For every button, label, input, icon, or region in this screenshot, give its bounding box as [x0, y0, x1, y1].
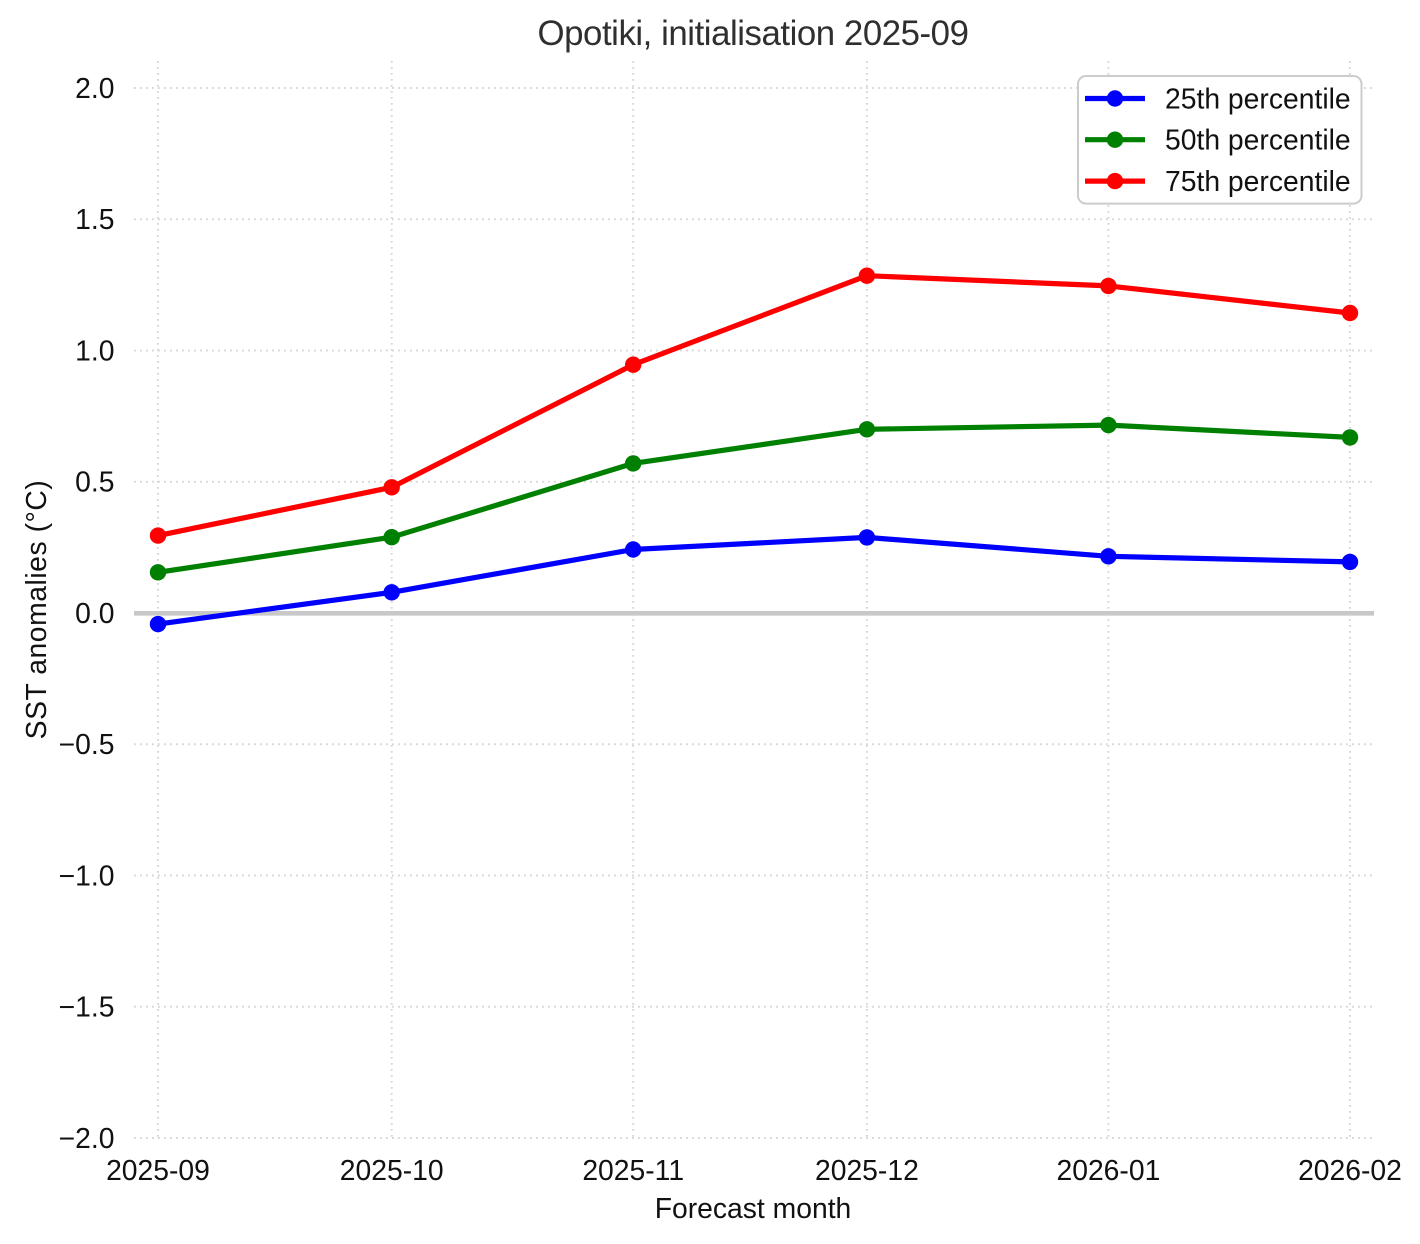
- svg-text:2025-10: 2025-10: [340, 1154, 444, 1186]
- svg-text:2026-01: 2026-01: [1056, 1154, 1160, 1186]
- svg-text:1.0: 1.0: [75, 334, 114, 366]
- svg-text:50th percentile: 50th percentile: [1165, 124, 1351, 156]
- svg-text:−1.5: −1.5: [59, 991, 115, 1023]
- svg-text:75th percentile: 75th percentile: [1165, 165, 1351, 197]
- svg-text:2025-09: 2025-09: [106, 1154, 210, 1186]
- svg-text:SST anomalies (°C): SST anomalies (°C): [20, 480, 52, 740]
- svg-text:1.5: 1.5: [75, 203, 114, 235]
- svg-text:−1.0: −1.0: [59, 859, 115, 891]
- svg-text:Opotiki, initialisation 2025-0: Opotiki, initialisation 2025-09: [538, 14, 969, 53]
- svg-text:2025-12: 2025-12: [815, 1154, 919, 1186]
- svg-text:Forecast month: Forecast month: [655, 1192, 852, 1224]
- svg-text:−2.0: −2.0: [59, 1122, 115, 1154]
- svg-text:0.5: 0.5: [75, 466, 114, 498]
- svg-text:2025-11: 2025-11: [582, 1154, 684, 1186]
- svg-text:2026-02: 2026-02: [1298, 1154, 1402, 1186]
- svg-text:−0.5: −0.5: [59, 728, 115, 760]
- svg-text:0.0: 0.0: [75, 597, 114, 629]
- svg-text:2.0: 2.0: [75, 72, 114, 104]
- svg-text:25th percentile: 25th percentile: [1165, 82, 1351, 114]
